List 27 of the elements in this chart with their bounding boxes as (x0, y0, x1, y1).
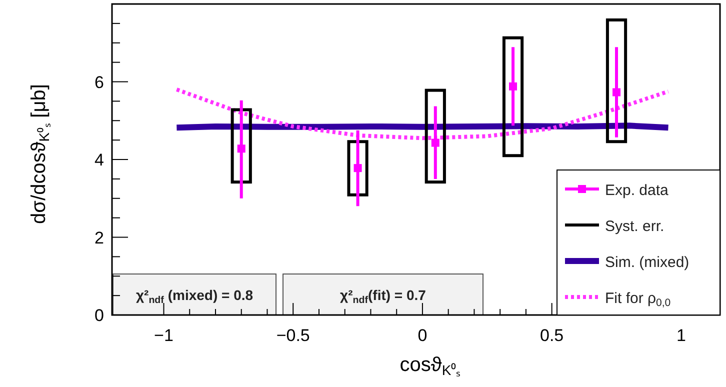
y-tick-label: 6 (94, 72, 104, 92)
y-tick-label: 2 (94, 228, 104, 248)
annotation: χ²$_{ndf}$(fit) = 0.7 (340, 287, 426, 306)
x-tick-label: −0.5 (276, 326, 310, 345)
bar (347, 140, 368, 196)
y-tick-label: 4 (94, 150, 104, 170)
x-tick-label: 0.5 (540, 326, 564, 345)
legend-label: Fit for ρ$_{0,0}$ (605, 290, 671, 310)
legend-label: Exp. data (605, 182, 670, 199)
point (354, 164, 362, 172)
legend-label: Sim. (mixed) (605, 254, 690, 271)
point (509, 82, 518, 90)
bar (230, 108, 252, 184)
x-tick-label: 1 (676, 326, 686, 345)
y-tick-label: 0 (94, 306, 104, 325)
point (612, 88, 621, 96)
bar (606, 18, 628, 144)
annotation: χ²$_{ndf}$ (mixed) = 0.8 (136, 287, 254, 306)
point (237, 144, 246, 153)
x-axis-title: cosϑ$_{K⁰ₛ}$ (400, 354, 460, 378)
x-tick-label: −1 (154, 326, 174, 345)
bar (424, 88, 446, 184)
point (431, 138, 440, 147)
line-series (174, 88, 670, 140)
bar (502, 36, 524, 158)
x-tick-label: 0 (418, 326, 428, 345)
legend-label: Syst. err. (605, 218, 664, 235)
